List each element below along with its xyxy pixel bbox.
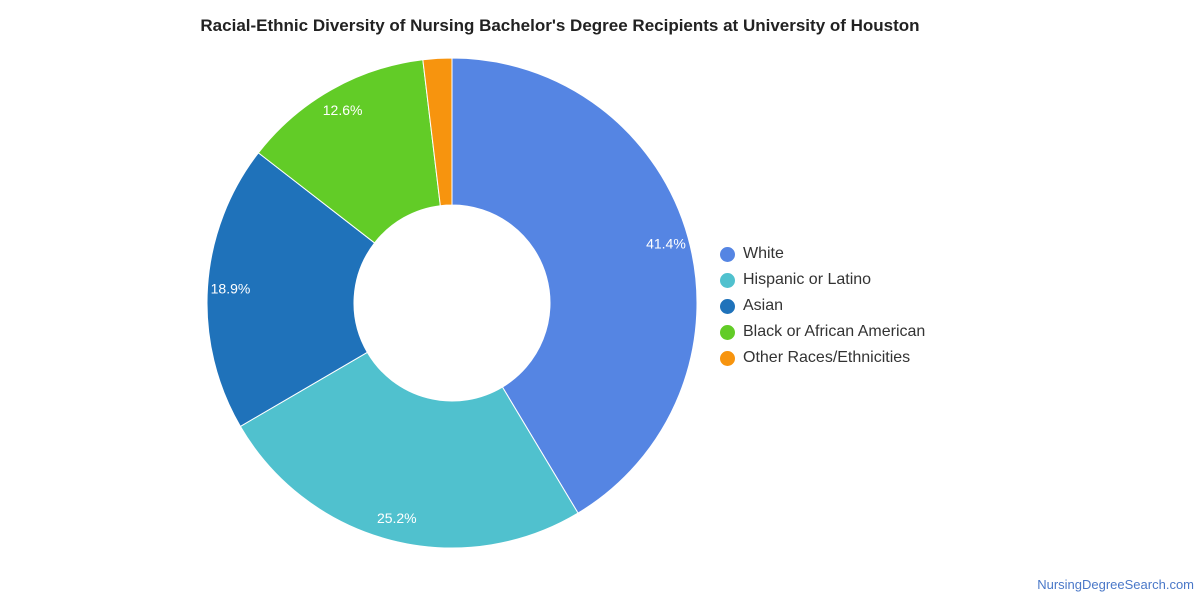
legend-swatch-asian: [720, 298, 735, 314]
slice-asian: [206, 152, 376, 428]
legend-swatch-black-or-african-american: [720, 324, 735, 340]
chart-legend: White Hispanic or Latino Asian Black or Afr…: [720, 241, 925, 371]
source-credit: NursingDegreeSearch.com: [1037, 577, 1194, 592]
legend-swatch-other-races-ethnicities: [720, 350, 735, 366]
slice-white: [451, 57, 698, 514]
legend-label-white: White: [743, 245, 784, 262]
legend-label-black-or-african-american: Black or African American: [743, 323, 926, 340]
data-label-hispanic-or-latino: 25.2%: [377, 510, 417, 526]
legend-label-hispanic-or-latino: Hispanic or Latino: [743, 271, 872, 288]
legend-swatch-hispanic-or-latino: [720, 272, 735, 288]
legend-item-asian: Asian: [720, 293, 925, 319]
data-label-black-or-african-american: 12.6%: [323, 102, 363, 118]
data-label-white: 41.4%: [646, 236, 686, 252]
legend-label-asian: Asian: [743, 297, 784, 314]
slice-hispanic-or-latino: [239, 351, 579, 549]
legend-item-hispanic-or-latino: Hispanic or Latino: [720, 267, 925, 293]
legend-item-white: White: [720, 241, 925, 267]
legend-swatch-white: [720, 246, 735, 262]
data-label-asian: 18.9%: [211, 280, 251, 296]
legend-item-black-or-african-american: Black or African American: [720, 319, 925, 345]
slice-other-races-ethnicities: [422, 57, 453, 207]
slice-black-or-african-american: [257, 59, 441, 244]
legend-label-other-races-ethnicities: Other Races/Ethnicities: [743, 349, 911, 366]
legend-item-other-races-ethnicities: Other Races/Ethnicities: [720, 345, 925, 371]
chart-title: Racial-Ethnic Diversity of Nursing Bache…: [200, 16, 920, 35]
